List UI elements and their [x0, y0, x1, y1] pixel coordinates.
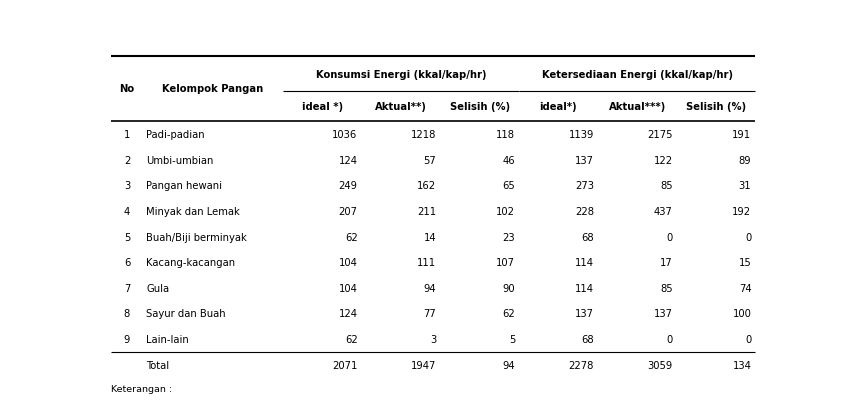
Text: 0: 0	[666, 232, 672, 242]
Text: 68: 68	[581, 232, 593, 242]
Text: 114: 114	[574, 258, 593, 268]
Text: 2278: 2278	[568, 360, 593, 370]
Text: 137: 137	[574, 155, 593, 165]
Text: Ketersediaan Energi (kkal/kap/hr): Ketersediaan Energi (kkal/kap/hr)	[541, 69, 732, 79]
Text: ideal*): ideal*)	[539, 102, 576, 112]
Text: 0: 0	[666, 334, 672, 344]
Text: 111: 111	[417, 258, 436, 268]
Text: 74: 74	[738, 283, 750, 293]
Text: Padi-padian: Padi-padian	[146, 130, 205, 140]
Text: 124: 124	[338, 309, 357, 319]
Text: 228: 228	[574, 207, 593, 216]
Text: 62: 62	[501, 309, 515, 319]
Text: 134: 134	[732, 360, 750, 370]
Text: Kelompok Pangan: Kelompok Pangan	[162, 84, 263, 94]
Text: 107: 107	[495, 258, 515, 268]
Text: 102: 102	[495, 207, 515, 216]
Text: 68: 68	[581, 334, 593, 344]
Text: 162: 162	[417, 181, 436, 191]
Text: 122: 122	[652, 155, 672, 165]
Text: 77: 77	[423, 309, 436, 319]
Text: Keterangan :: Keterangan :	[111, 384, 172, 393]
Text: Aktual**): Aktual**)	[375, 102, 426, 112]
Text: Aktual***): Aktual***)	[608, 102, 665, 112]
Text: ideal *): ideal *)	[301, 102, 343, 112]
Text: 31: 31	[738, 181, 750, 191]
Text: 0: 0	[744, 232, 750, 242]
Text: 211: 211	[417, 207, 436, 216]
Text: 85: 85	[659, 181, 672, 191]
Text: 62: 62	[344, 334, 357, 344]
Text: 207: 207	[338, 207, 357, 216]
Text: 94: 94	[423, 283, 436, 293]
Text: 1218: 1218	[410, 130, 436, 140]
Text: 137: 137	[652, 309, 672, 319]
Text: 2175: 2175	[647, 130, 672, 140]
Text: Kacang-kacangan: Kacang-kacangan	[146, 258, 235, 268]
Text: 2: 2	[123, 155, 130, 165]
Text: 3059: 3059	[647, 360, 672, 370]
Text: 5: 5	[508, 334, 515, 344]
Text: 65: 65	[501, 181, 515, 191]
Text: 57: 57	[423, 155, 436, 165]
Text: 191: 191	[732, 130, 750, 140]
Text: 1947: 1947	[410, 360, 436, 370]
Text: Selisih (%): Selisih (%)	[685, 102, 745, 112]
Text: 3: 3	[430, 334, 436, 344]
Text: 1036: 1036	[332, 130, 357, 140]
Text: 437: 437	[653, 207, 672, 216]
Text: 114: 114	[574, 283, 593, 293]
Text: 192: 192	[732, 207, 750, 216]
Text: Konsumsi Energi (kkal/kap/hr): Konsumsi Energi (kkal/kap/hr)	[316, 69, 485, 79]
Text: 100: 100	[732, 309, 750, 319]
Text: 7: 7	[123, 283, 130, 293]
Text: 3: 3	[124, 181, 130, 191]
Text: 89: 89	[738, 155, 750, 165]
Text: 137: 137	[574, 309, 593, 319]
Text: 62: 62	[344, 232, 357, 242]
Text: No: No	[119, 84, 134, 94]
Text: 249: 249	[338, 181, 357, 191]
Text: 46: 46	[502, 155, 515, 165]
Text: 5: 5	[123, 232, 130, 242]
Text: Total: Total	[146, 360, 170, 370]
Text: 118: 118	[495, 130, 515, 140]
Text: 23: 23	[502, 232, 515, 242]
Text: 1139: 1139	[568, 130, 593, 140]
Text: 94: 94	[502, 360, 515, 370]
Text: Buah/Biji berminyak: Buah/Biji berminyak	[146, 232, 246, 242]
Text: 8: 8	[124, 309, 130, 319]
Text: Minyak dan Lemak: Minyak dan Lemak	[146, 207, 240, 216]
Text: 4: 4	[124, 207, 130, 216]
Text: 15: 15	[738, 258, 750, 268]
Text: 90: 90	[502, 283, 515, 293]
Text: 273: 273	[574, 181, 593, 191]
Text: Umbi-umbian: Umbi-umbian	[146, 155, 214, 165]
Text: Gula: Gula	[146, 283, 170, 293]
Text: Selisih (%): Selisih (%)	[449, 102, 509, 112]
Text: 0: 0	[744, 334, 750, 344]
Text: 9: 9	[123, 334, 130, 344]
Text: Sayur dan Buah: Sayur dan Buah	[146, 309, 225, 319]
Text: 104: 104	[338, 258, 357, 268]
Text: 104: 104	[338, 283, 357, 293]
Text: 14: 14	[423, 232, 436, 242]
Text: Lain-lain: Lain-lain	[146, 334, 189, 344]
Text: Pangan hewani: Pangan hewani	[146, 181, 222, 191]
Text: 85: 85	[659, 283, 672, 293]
Text: 124: 124	[338, 155, 357, 165]
Text: 2071: 2071	[332, 360, 357, 370]
Text: 17: 17	[659, 258, 672, 268]
Text: 6: 6	[123, 258, 130, 268]
Text: 1: 1	[123, 130, 130, 140]
